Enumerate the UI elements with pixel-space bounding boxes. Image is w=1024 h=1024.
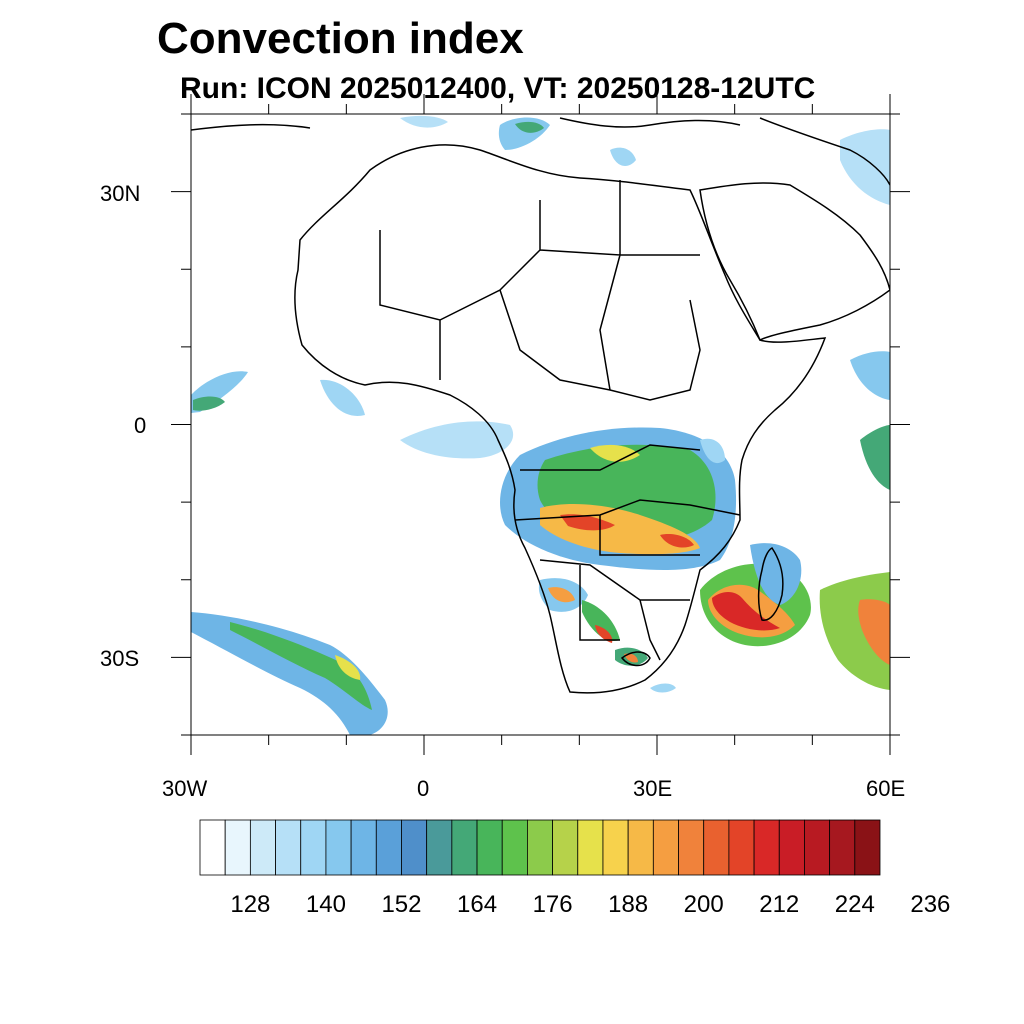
lat-label-30s: 30S [100, 646, 140, 671]
colorbar-label: 140 [306, 891, 346, 918]
colorbar-swatch [778, 819, 805, 876]
convection-east-indian-north [850, 351, 890, 400]
colorbar-label: 236 [910, 891, 950, 918]
lon-label-0: 0 [417, 776, 430, 801]
colorbar-swatch [249, 819, 276, 876]
convection-east-africa [700, 438, 725, 464]
colorbar-label: 212 [759, 891, 799, 918]
convection-kalahari-hot [595, 625, 613, 643]
lat-label-30n: 30N [100, 181, 141, 206]
coastlines [191, 117, 890, 694]
convection-levant [610, 147, 636, 166]
colorbar-swatch [753, 819, 780, 876]
colorbar-swatch [678, 819, 705, 876]
colorbar-swatch [577, 819, 604, 876]
convection-arabia-ne [840, 129, 890, 205]
convection-band-sw [191, 612, 388, 735]
convection-sw-hotspot [335, 655, 361, 680]
map-title: Convection index [157, 14, 524, 63]
europe-coast [191, 117, 890, 186]
colorbar-swatch [501, 819, 528, 876]
colorbar-swatch [552, 819, 579, 876]
colorbar-label: 188 [608, 891, 648, 918]
convection-se-coast [650, 683, 676, 693]
colorbar-swatch [325, 819, 352, 876]
africa-coastline [294, 144, 827, 694]
country-borders-north [379, 180, 701, 401]
convection-north-atlantic [400, 115, 448, 128]
colorbar-swatch [652, 819, 679, 876]
colorbar-swatch [703, 819, 730, 876]
convection-gulf-guinea [320, 379, 365, 416]
country-borders-south [514, 444, 741, 661]
convection-west-atlantic-core [193, 396, 225, 411]
colorbar-swatch [199, 819, 226, 876]
map-subtitle: Run: ICON 2025012400, VT: 20250128-12UTC [180, 72, 816, 105]
convection-north-med-core [515, 121, 544, 133]
south-africa-lesotho [620, 651, 651, 667]
colorbar-label: 200 [684, 891, 724, 918]
colorbar-swatch [627, 819, 654, 876]
colorbar-swatch [224, 819, 251, 876]
lon-label-60e: 60E [866, 776, 906, 801]
convection-kalahari [582, 600, 620, 641]
lat-label-0: 0 [134, 413, 147, 438]
arabia-outline [699, 182, 890, 342]
convection-equatorial-band [400, 421, 514, 459]
colorbar-labels: 128 140 152 164 176 188 200 212 224 236 [230, 891, 950, 918]
convection-central-red2 [660, 534, 694, 548]
colorbar-swatch [728, 819, 755, 876]
colorbar-swatch [401, 819, 428, 876]
colorbar-swatch [829, 819, 856, 876]
convection-east-indian-hot [858, 599, 890, 665]
colorbar-swatch [426, 819, 453, 876]
colorbar-label: 152 [381, 891, 421, 918]
convection-band-sw-core [230, 622, 372, 710]
convection-highveld-hot [624, 653, 638, 663]
lon-label-30e: 30E [633, 776, 673, 801]
convection-southwest-core [548, 587, 575, 603]
colorbar-swatch [854, 819, 881, 876]
colorbar-label: 128 [230, 891, 270, 918]
convection-madagascar [750, 543, 802, 605]
lon-label-30w: 30W [162, 776, 208, 801]
colorbar-label: 164 [457, 891, 497, 918]
colorbar-swatch [527, 819, 553, 876]
convection-central-red [560, 514, 615, 531]
colorbar-swatch [804, 819, 831, 876]
colorbar-swatch [275, 819, 302, 876]
colorbar-swatch [300, 819, 327, 876]
colorbar-label: 176 [533, 891, 573, 918]
axis-ticks [171, 94, 910, 755]
convection-central-north [590, 444, 640, 462]
colorbar-swatch [350, 819, 377, 876]
colorbar-label: 224 [835, 891, 875, 918]
colorbar-swatch [375, 819, 402, 876]
colorbar-swatch [602, 819, 629, 876]
convection-field [191, 115, 890, 735]
colorbar-swatch [451, 819, 478, 876]
colorbar [199, 819, 881, 876]
convection-east-mid [860, 425, 890, 490]
colorbar-swatch [476, 819, 503, 876]
madagascar-outline [757, 547, 784, 621]
